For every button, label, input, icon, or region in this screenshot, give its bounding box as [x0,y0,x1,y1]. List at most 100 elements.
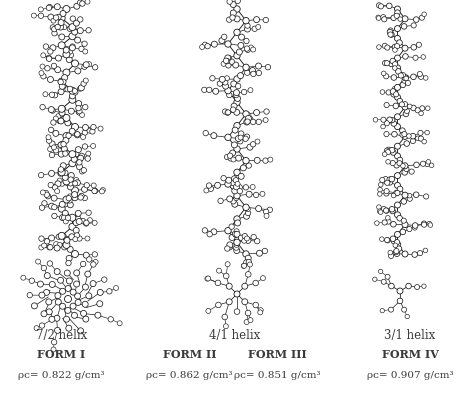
Circle shape [388,250,392,255]
Circle shape [49,281,55,287]
Circle shape [232,188,238,194]
Circle shape [72,195,78,201]
Circle shape [39,205,45,210]
Circle shape [377,192,382,196]
Circle shape [245,310,251,316]
Circle shape [404,141,410,146]
Circle shape [225,134,231,140]
Circle shape [230,107,236,113]
Circle shape [233,92,239,98]
Circle shape [60,215,65,221]
Circle shape [390,117,395,122]
Circle shape [49,152,55,158]
Circle shape [419,111,423,116]
Circle shape [87,257,92,262]
Circle shape [376,15,381,20]
Circle shape [67,202,73,208]
Circle shape [74,178,79,182]
Circle shape [248,45,254,50]
Circle shape [215,280,221,286]
Circle shape [383,152,387,156]
Circle shape [412,225,417,230]
Circle shape [86,151,91,156]
Circle shape [64,316,70,322]
Circle shape [234,231,240,237]
Circle shape [384,189,389,194]
Circle shape [90,280,96,286]
Circle shape [419,74,424,79]
Circle shape [42,201,47,206]
Circle shape [61,142,66,147]
Circle shape [86,293,92,299]
Circle shape [65,215,71,221]
Circle shape [390,89,396,94]
Circle shape [245,237,251,243]
Circle shape [231,81,237,87]
Circle shape [56,114,61,119]
Circle shape [394,55,401,61]
Circle shape [68,177,73,182]
Circle shape [92,188,97,194]
Circle shape [64,237,70,243]
Circle shape [78,17,83,22]
Circle shape [389,32,394,38]
Circle shape [73,270,80,276]
Circle shape [59,181,65,186]
Circle shape [377,209,382,213]
Circle shape [63,151,68,156]
Circle shape [245,26,250,32]
Circle shape [391,150,396,155]
Circle shape [245,236,249,241]
Circle shape [383,176,388,182]
Circle shape [59,34,65,40]
Circle shape [69,160,76,167]
Circle shape [85,156,91,161]
Circle shape [231,103,237,109]
Circle shape [80,169,85,174]
Circle shape [79,46,84,51]
Circle shape [73,227,79,233]
Text: 3/1 helix: 3/1 helix [384,328,436,342]
Circle shape [392,66,397,70]
Circle shape [397,98,402,104]
Circle shape [211,41,218,47]
Circle shape [384,103,389,108]
Circle shape [68,181,73,186]
Circle shape [79,193,84,199]
Circle shape [246,191,252,197]
Circle shape [381,206,386,212]
Circle shape [76,101,82,107]
Circle shape [62,245,67,250]
Circle shape [234,192,240,199]
Circle shape [50,25,55,30]
Circle shape [58,168,63,173]
Circle shape [402,53,408,59]
Circle shape [385,238,390,243]
Circle shape [394,26,401,32]
Circle shape [402,163,408,169]
Circle shape [76,110,82,115]
Circle shape [221,34,227,40]
Circle shape [397,288,403,294]
Circle shape [381,117,386,122]
Circle shape [73,90,78,95]
Circle shape [411,45,417,50]
Circle shape [69,93,75,99]
Circle shape [392,61,398,67]
Circle shape [210,75,215,81]
Circle shape [92,65,98,70]
Circle shape [382,43,387,48]
Circle shape [237,185,242,190]
Circle shape [407,104,412,109]
Circle shape [234,242,239,247]
Circle shape [392,44,398,50]
Circle shape [415,284,419,290]
Circle shape [80,1,85,6]
Circle shape [402,45,408,51]
Circle shape [384,208,389,213]
Circle shape [238,42,244,48]
Circle shape [70,303,76,309]
Circle shape [61,116,66,121]
Circle shape [254,110,260,116]
Circle shape [411,23,416,28]
